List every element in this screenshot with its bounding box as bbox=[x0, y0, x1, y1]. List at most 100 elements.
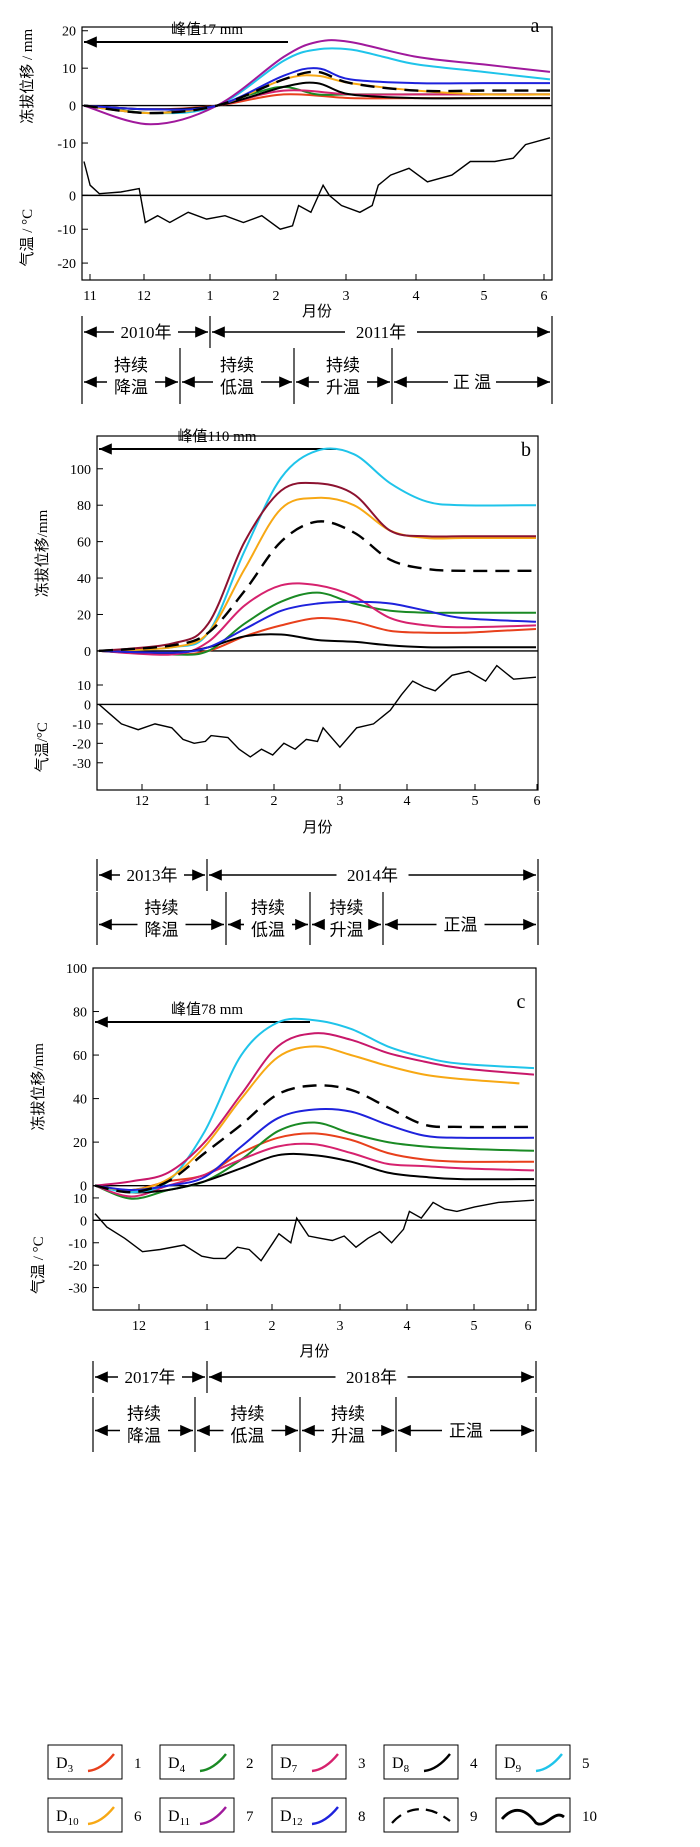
phase-arrowhead bbox=[295, 918, 308, 931]
peak-label: 峰值17 mm bbox=[171, 21, 243, 38]
temp-ytick-label: -30 bbox=[72, 757, 91, 772]
temp-ytick-label: -30 bbox=[68, 1282, 87, 1297]
panel-letter: b bbox=[521, 439, 531, 461]
legend-letter: D bbox=[280, 1755, 292, 1772]
legend-box bbox=[271, 1797, 347, 1833]
legend-subscript: 7 bbox=[292, 1763, 298, 1775]
peak-label: 峰值78 mm bbox=[171, 1001, 243, 1018]
peak-arrowhead bbox=[84, 36, 97, 48]
phase-arrowhead bbox=[197, 1424, 210, 1437]
xtick-label: 5 bbox=[472, 794, 479, 809]
series-line-d3 bbox=[83, 93, 550, 111]
legend-item: D10 6 bbox=[47, 1797, 142, 1833]
legend-label: D7 bbox=[280, 1755, 298, 1775]
heave-ylabel: 冻拔位移/mm bbox=[29, 1043, 47, 1131]
series-line-mean bbox=[98, 520, 537, 653]
legend-swatch bbox=[311, 1753, 339, 1773]
phase-label: 持续 bbox=[251, 899, 285, 918]
temp-ytick-label: -10 bbox=[68, 1237, 87, 1252]
phase-arrowhead bbox=[180, 1424, 193, 1437]
temp-ytick-label: -20 bbox=[72, 737, 91, 752]
heave-ytick-label: 40 bbox=[73, 1093, 87, 1108]
series-line-d10 bbox=[83, 74, 551, 115]
legend-subscript: 9 bbox=[516, 1763, 522, 1775]
heave-ytick-label: 60 bbox=[73, 1049, 87, 1064]
series-line-d9 bbox=[98, 447, 537, 652]
legend-number: 9 bbox=[470, 1809, 478, 1825]
phase-label: 持续 bbox=[145, 899, 179, 918]
heave-ytick-label: 80 bbox=[77, 499, 91, 514]
heave-ytick-label: 100 bbox=[66, 962, 87, 977]
year-arrowhead bbox=[212, 326, 225, 338]
phase-label: 持续 bbox=[330, 899, 364, 918]
heave-ytick-label: 80 bbox=[73, 1006, 87, 1021]
phase-label: 升温 bbox=[326, 378, 360, 397]
panel-letter: a bbox=[531, 15, 540, 37]
legend-label: D4 bbox=[168, 1755, 186, 1775]
legend-item: D11 7 bbox=[159, 1797, 254, 1833]
legend-letter: D bbox=[392, 1755, 404, 1772]
phase-arrowhead bbox=[228, 918, 241, 931]
xtick-label: 5 bbox=[471, 1319, 478, 1334]
series-line-d8 bbox=[98, 633, 536, 654]
phase-arrowhead bbox=[385, 918, 398, 931]
temp-ylabel: 气温 / °C bbox=[30, 1236, 47, 1294]
legend-item: D9 5 bbox=[495, 1744, 590, 1780]
series-line-d12 bbox=[98, 600, 537, 654]
phase-arrowhead bbox=[165, 376, 178, 388]
legend-number: 10 bbox=[582, 1809, 597, 1825]
phase-label: 升温 bbox=[331, 1427, 365, 1446]
series-line-d10 bbox=[94, 1045, 520, 1192]
heave-ytick-label: 40 bbox=[77, 572, 91, 587]
legend-swatch bbox=[535, 1753, 563, 1773]
year-label: 2013年 bbox=[127, 866, 178, 885]
phase-label: 降温 bbox=[127, 1427, 161, 1446]
phase-arrowhead bbox=[377, 376, 390, 388]
year-arrowhead bbox=[84, 326, 97, 338]
series-line-d9 bbox=[83, 47, 551, 115]
legend-swatch bbox=[199, 1753, 227, 1773]
year-label: 2011年 bbox=[356, 323, 406, 342]
legend-subscript: 8 bbox=[404, 1763, 410, 1775]
heave-ytick-label: 0 bbox=[84, 645, 91, 660]
phase-label: 降温 bbox=[114, 378, 148, 397]
year-arrowhead bbox=[195, 326, 208, 338]
phase-label: 持续 bbox=[220, 356, 254, 375]
series-line-d9 bbox=[94, 1017, 535, 1194]
phase-label: 降温 bbox=[145, 921, 179, 940]
year-arrowhead bbox=[209, 869, 222, 881]
legend-letter: D bbox=[56, 1755, 68, 1772]
legend-number: 1 bbox=[134, 1756, 142, 1772]
phase-label: 正 温 bbox=[453, 373, 491, 392]
series-line-d7 bbox=[94, 1142, 535, 1198]
xtick-label: 3 bbox=[337, 1319, 344, 1334]
legend-item: 10 bbox=[495, 1797, 597, 1833]
xtick-label: 6 bbox=[541, 289, 548, 304]
legend-swatch bbox=[391, 1808, 451, 1824]
legend-letter: D bbox=[56, 1808, 68, 1825]
legend-subscript: 11 bbox=[180, 1816, 191, 1828]
phase-label: 持续 bbox=[331, 1405, 365, 1424]
legend-subscript: 4 bbox=[180, 1763, 186, 1775]
phase-label: 持续 bbox=[114, 356, 148, 375]
legend-box bbox=[159, 1744, 235, 1780]
legend-item: D8 4 bbox=[383, 1744, 478, 1780]
phase-arrowhead bbox=[381, 1424, 394, 1437]
heave-ytick-label: -10 bbox=[57, 137, 76, 152]
phase-label: 持续 bbox=[127, 1405, 161, 1424]
xtick-label: 6 bbox=[534, 794, 541, 809]
legend-swatch bbox=[311, 1806, 339, 1826]
heave-ylabel: 冻拔位移/mm bbox=[33, 509, 51, 597]
xtick-label: 4 bbox=[413, 289, 420, 304]
phase-arrowhead bbox=[398, 1424, 411, 1437]
phase-arrowhead bbox=[285, 1424, 298, 1437]
xtick-label: 12 bbox=[137, 289, 151, 304]
phase-arrowhead bbox=[211, 918, 224, 931]
legend-number: 6 bbox=[134, 1809, 142, 1825]
phase-label: 低温 bbox=[251, 921, 285, 940]
series-line-mean bbox=[94, 1084, 535, 1194]
xtick-label: 11 bbox=[83, 289, 96, 304]
series-line-d10 bbox=[98, 496, 536, 652]
temp-ylabel: 气温 / °C bbox=[19, 209, 36, 267]
phase-arrowhead bbox=[95, 1424, 108, 1437]
